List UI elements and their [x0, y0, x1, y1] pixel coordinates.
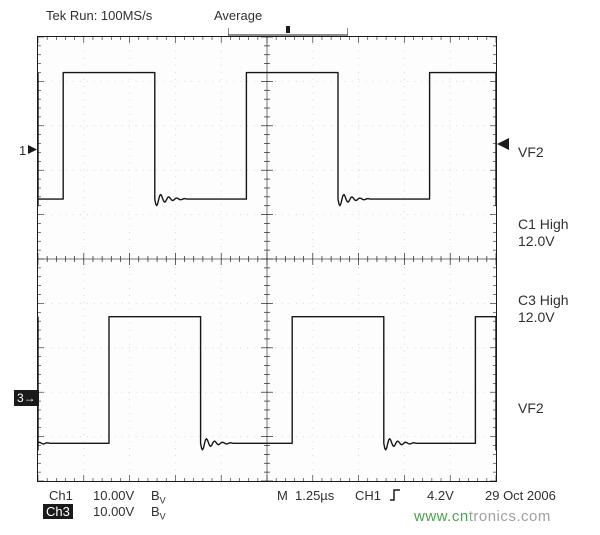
ch3-scale: 10.00V	[93, 504, 134, 519]
trigger-source: CH1	[355, 488, 381, 503]
measurement-label: VF2	[518, 400, 544, 417]
rising-edge-icon	[389, 488, 401, 502]
measurement-label: C3 High 12.0V	[518, 292, 569, 326]
ch3-label: Ch3	[43, 504, 73, 519]
graticule	[37, 36, 497, 482]
run-status-text: Tek Run: 100MS/s	[46, 8, 152, 23]
oscilloscope-screenshot: Tek Run: 100MS/s Average 1 3→ VF2 C1 High…	[0, 0, 600, 535]
measurement-label: C1 High 12.0V	[518, 216, 569, 250]
acquisition-date: 29 Oct 2006	[485, 488, 556, 503]
timebase-value: 1.25µs	[295, 488, 334, 503]
acquisition-mode-text: Average	[214, 8, 262, 23]
top-info-row: Tek Run: 100MS/s Average	[46, 8, 526, 30]
timebase-label: M	[277, 488, 288, 503]
ch1-zero-marker-arrow	[28, 145, 37, 154]
ch3-zero-marker: 3→	[14, 390, 39, 406]
watermark-text: www.cntronics.com	[414, 508, 551, 525]
measurement-label: VF2	[518, 144, 544, 161]
trigger-level-arrow	[497, 138, 509, 150]
ch1-scale: 10.00V	[93, 488, 134, 503]
trigger-level: 4.2V	[427, 488, 454, 503]
trigger-position-bracket	[228, 26, 348, 36]
ch1-coupling: BV	[151, 488, 166, 506]
ch3-coupling: BV	[151, 504, 166, 522]
ch1-label: Ch1	[49, 488, 73, 503]
ch1-zero-marker-text: 1	[19, 143, 26, 158]
right-measurement-labels: VF2 C1 High 12.0V C3 High 12.0V VF2	[518, 36, 598, 482]
